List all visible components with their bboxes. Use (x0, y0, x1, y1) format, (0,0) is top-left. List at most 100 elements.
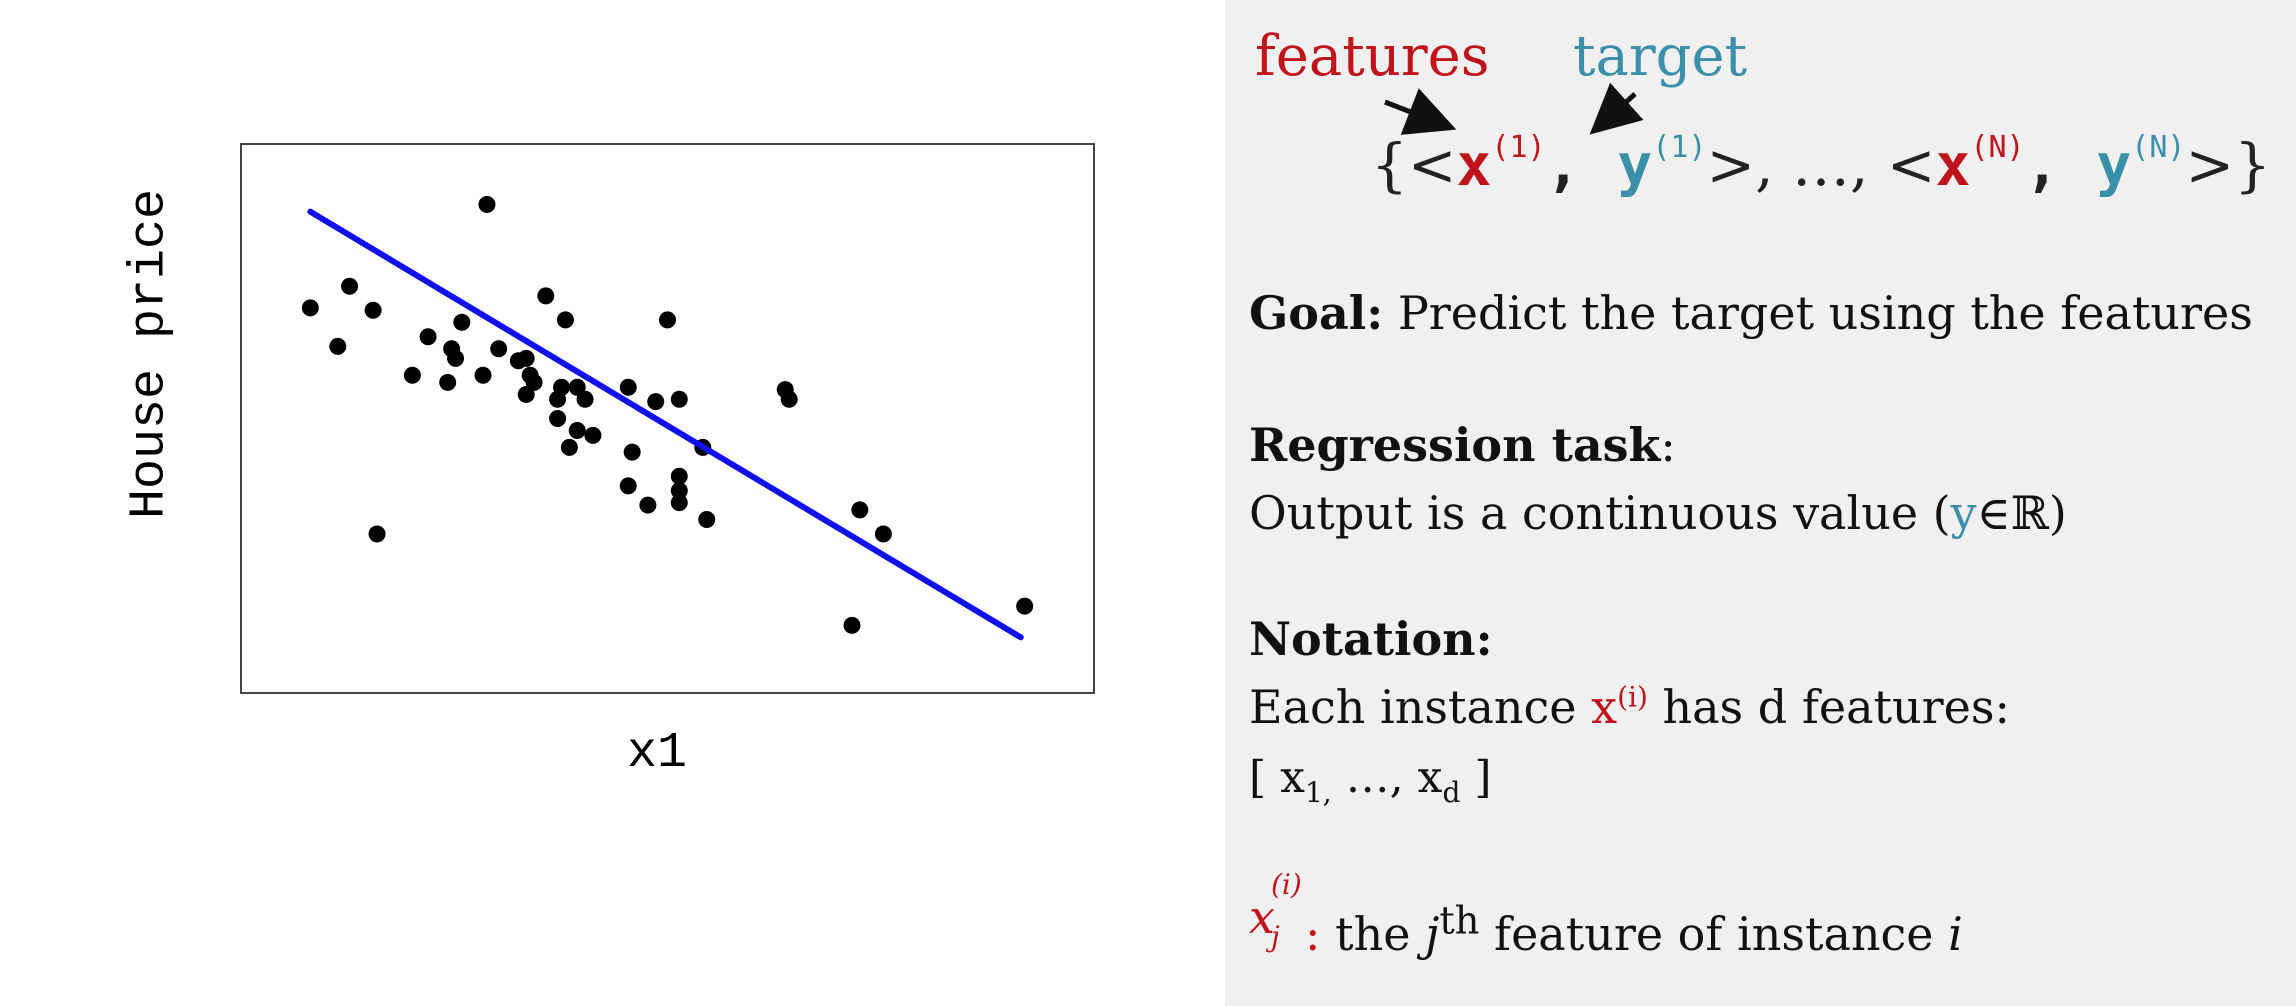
data-point-23 (549, 410, 567, 427)
vector-sub-1: 1, (1304, 775, 1332, 809)
plot-frame (240, 143, 1095, 694)
chart-area: House price x1 (121, 143, 1095, 782)
feature-definition: x (i) j: the jth feature of instance i (1249, 868, 1963, 961)
data-point-20 (537, 287, 555, 305)
formula-open: {< (1371, 131, 1457, 199)
data-point-12 (478, 195, 496, 213)
formula-mid: >, …, < (1706, 131, 1936, 199)
regression-line (307, 208, 1024, 641)
data-point-16 (517, 349, 535, 367)
xij-base: x (1249, 890, 1275, 944)
notation-x-sup: (i) (1617, 680, 1648, 714)
def-i: i (1948, 907, 1963, 961)
data-point-31 (619, 477, 637, 495)
xij-sub: j (1271, 920, 1280, 953)
data-point-6 (403, 366, 421, 384)
data-point-41 (698, 511, 716, 529)
data-point-46 (874, 525, 892, 543)
formula-xN-sup: (N) (1970, 130, 2025, 165)
notation-pre: Each instance (1249, 680, 1592, 734)
y-axis-label: House price (121, 188, 179, 520)
regression-description: Output is a continuous value (y∈ℝ) (1249, 486, 2067, 540)
goal-text: Predict the target using the features (1383, 286, 2253, 340)
features-label: features (1255, 24, 1490, 89)
vector-close: ] (1460, 752, 1492, 803)
formula-yN-sup: (N) (2131, 130, 2186, 165)
vector-open: [ x (1249, 752, 1305, 803)
data-point-2 (329, 337, 347, 355)
data-point-24 (556, 311, 574, 329)
notation-post: has d features: (1647, 680, 2010, 734)
annotation-arrows (1384, 82, 1644, 135)
data-point-19 (525, 373, 543, 391)
goal-line: Goal: Predict the target using the featu… (1249, 286, 2253, 340)
data-point-5 (368, 525, 386, 543)
goal-heading: Goal: (1249, 286, 1384, 340)
data-point-8 (439, 373, 457, 391)
formula-yN: y (2096, 131, 2132, 199)
xij-sup: (i) (1271, 868, 1302, 901)
def-j: j (1425, 907, 1440, 961)
formula-xN: x (1935, 131, 1971, 199)
regression-desc-post: ∈ℝ) (1976, 486, 2067, 540)
target-arrow (1589, 82, 1644, 135)
x-axis-label: x1 (626, 725, 688, 782)
feature-vector: [ x1, …, xd ] (1249, 752, 1492, 809)
data-point-39 (670, 494, 688, 512)
vector-mid: …, x (1331, 752, 1443, 803)
data-point-14 (490, 340, 508, 358)
data-point-27 (568, 422, 586, 440)
data-point-28 (576, 390, 594, 408)
regression-heading-line: Regression task: (1249, 418, 1676, 472)
def-pre: the (1320, 907, 1426, 961)
formula-close: >} (2185, 131, 2271, 199)
data-point-36 (670, 390, 688, 408)
data-point-13 (474, 366, 492, 384)
data-point-33 (639, 496, 657, 514)
data-point-18 (517, 385, 535, 403)
notation-description: Each instance x(i) has d features: (1249, 680, 2010, 734)
points-layer (301, 195, 1034, 634)
data-point-45 (851, 501, 869, 519)
vector-sub-d: d (1442, 775, 1461, 809)
def-mid: feature of instance (1479, 907, 1949, 961)
data-point-37 (670, 467, 688, 485)
data-point-38 (670, 482, 688, 500)
regression-desc-pre: Output is a continuous value ( (1249, 486, 1951, 540)
data-point-35 (659, 311, 676, 329)
data-point-29 (584, 426, 602, 444)
dataset-formula: {<x(1), y(1)>, …, <x(N), y(N)>} (1371, 130, 2271, 199)
explanation-panel: features target {<x(1), y(1)>, …, <x(N),… (1225, 0, 2296, 1006)
data-point-4 (364, 301, 382, 319)
target-label: target (1573, 24, 1748, 89)
def-th: th (1439, 898, 1480, 944)
formula-comma1: , (1545, 131, 1581, 199)
data-point-11 (453, 313, 471, 331)
data-point-3 (341, 277, 359, 295)
data-point-43 (780, 390, 798, 408)
formula-y1: y (1617, 131, 1653, 199)
formula-x1: x (1456, 131, 1492, 199)
notation-heading: Notation: (1249, 612, 1493, 666)
notation-x: x (1591, 680, 1618, 734)
regression-heading: Regression task (1249, 418, 1661, 472)
data-point-7 (419, 328, 437, 346)
data-point-30 (619, 378, 637, 396)
data-point-47 (1016, 597, 1034, 615)
def-colon: : (1305, 907, 1321, 961)
regression-y: y (1950, 486, 1977, 540)
data-point-34 (647, 393, 665, 411)
xij-symbol: x (i) j (1249, 868, 1305, 953)
scatter-plot (240, 143, 1095, 694)
data-point-26 (568, 378, 586, 396)
data-point-1 (301, 299, 319, 317)
data-point-44 (843, 616, 861, 634)
formula-comma2: , (2024, 131, 2060, 199)
data-point-22 (553, 378, 571, 396)
data-point-25 (560, 438, 578, 456)
regression-colon: : (1660, 418, 1676, 472)
data-point-10 (447, 349, 465, 367)
formula-y1-sup: (1) (1652, 130, 1707, 165)
features-arrow (1384, 88, 1457, 135)
data-point-32 (623, 443, 641, 461)
